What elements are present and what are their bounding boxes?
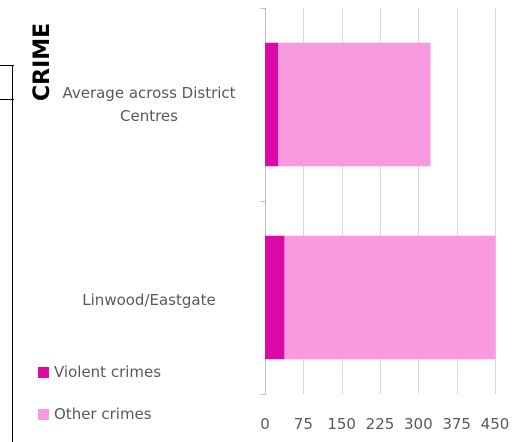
legend-label-other: Other crimes [54, 405, 152, 423]
category-label-average-line-2: Centres [120, 107, 178, 125]
x-tick-label-150: 150 [327, 415, 356, 433]
legend-swatch-violent [38, 366, 49, 378]
bar-violent-0 [265, 42, 279, 167]
category-label-linwood: Linwood/Eastgate [44, 289, 254, 312]
x-tick-label-450: 450 [481, 415, 510, 433]
heading-bottom-line [0, 99, 14, 100]
x-tick-label-300: 300 [404, 415, 433, 433]
bar-violent-1 [265, 235, 285, 360]
heading-underline [0, 65, 14, 66]
legend-item-violent: Violent crimes [38, 363, 161, 381]
legend-label-violent: Violent crimes [54, 363, 162, 381]
legend-item-other: Other crimes [38, 405, 152, 423]
x-tick-label-375: 375 [442, 415, 471, 433]
legend-swatch-other [38, 408, 49, 420]
bar-other-0 [278, 42, 431, 167]
category-label-linwood-line-1: Linwood/Eastgate [82, 291, 216, 309]
x-tick-label-225: 225 [366, 415, 395, 433]
category-label-average: Average across District Centres [44, 82, 254, 128]
left-border-line [12, 65, 13, 442]
x-tick-label-75: 75 [294, 415, 313, 433]
x-tick-label-0: 0 [260, 415, 270, 433]
bar-other-1 [284, 235, 496, 360]
category-label-average-line-1: Average across District [62, 84, 236, 102]
